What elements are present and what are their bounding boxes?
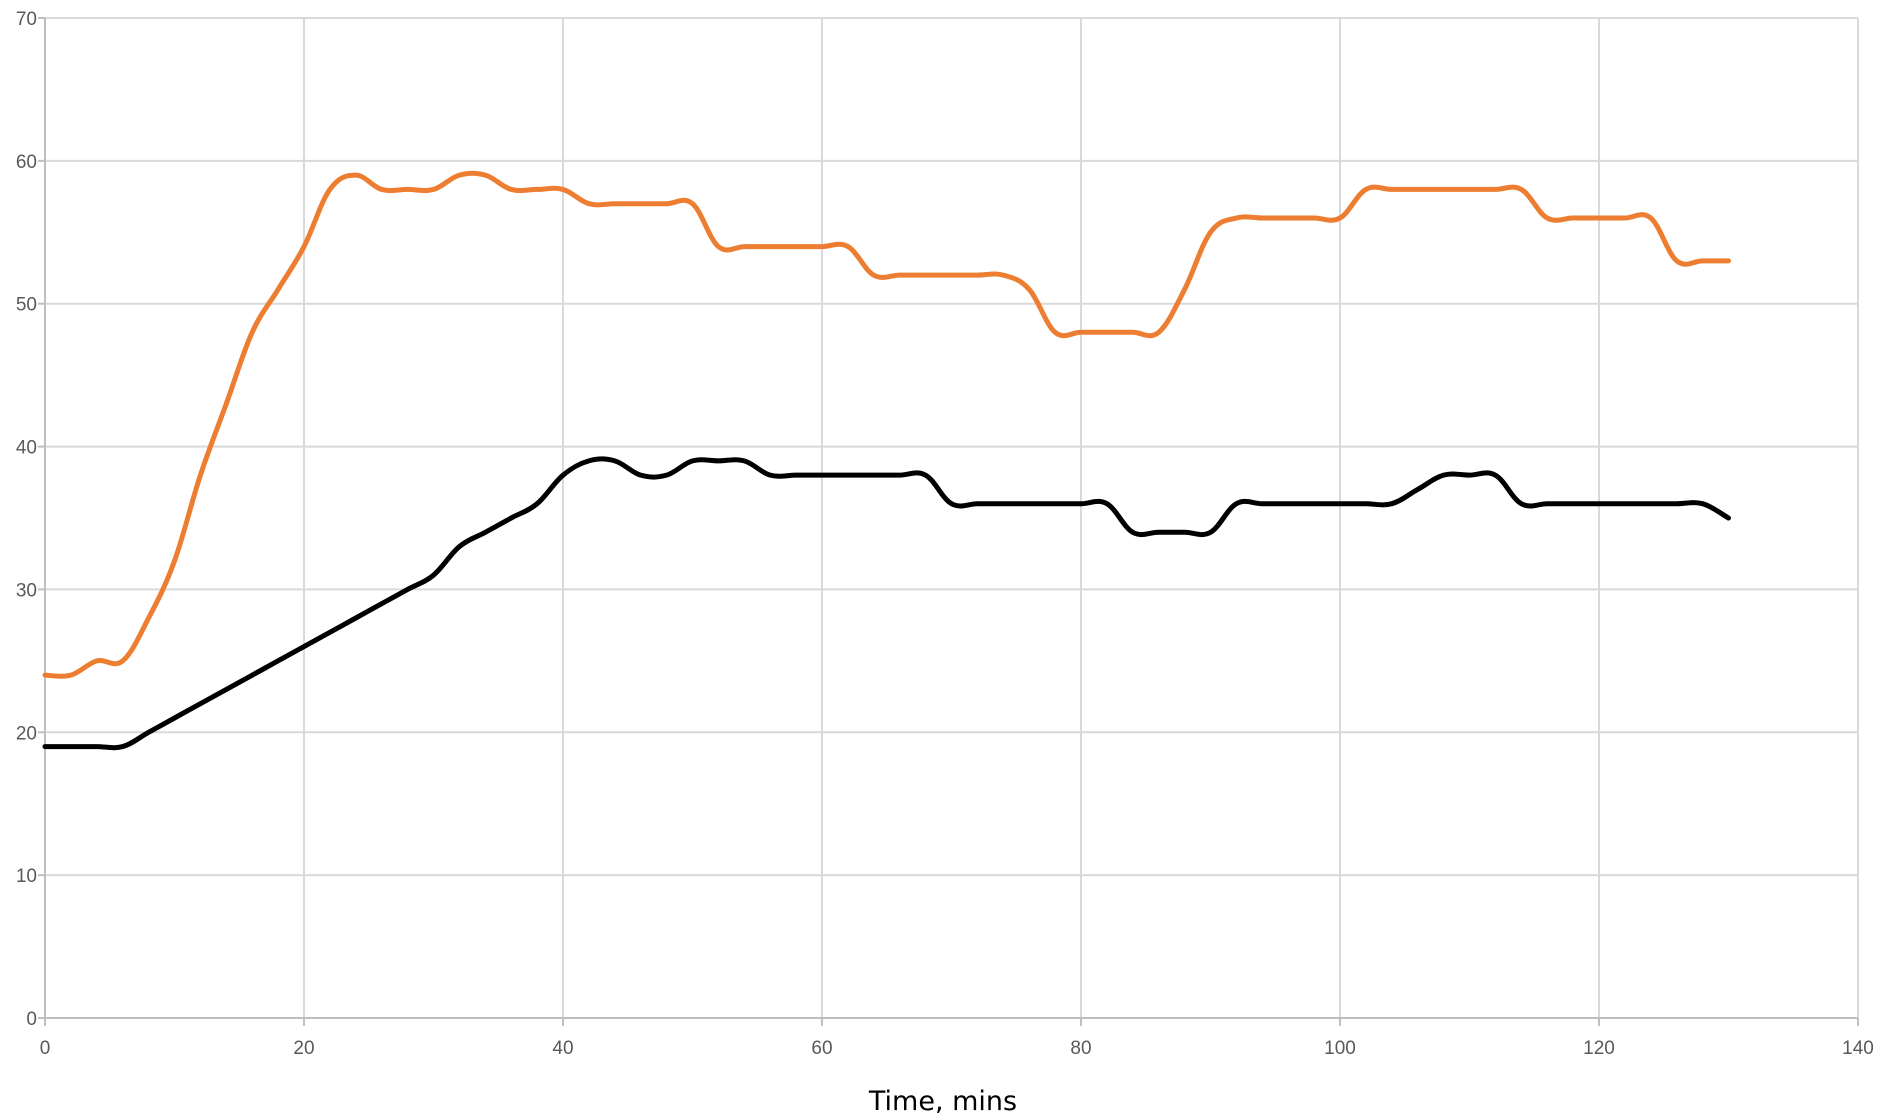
- x-tick-label: 20: [293, 1038, 314, 1059]
- y-tick-label: 40: [16, 438, 37, 459]
- x-axis-title: Time, mins: [868, 1086, 1017, 1117]
- y-tick-label: 50: [16, 295, 37, 316]
- x-tick-label: 120: [1583, 1038, 1615, 1059]
- axes: [38, 17, 1859, 1026]
- y-tick-label: 0: [26, 1009, 37, 1030]
- series-line-1: [42, 170, 1731, 679]
- x-tick-label: 80: [1070, 1038, 1091, 1059]
- x-tick-label: 140: [1842, 1038, 1874, 1059]
- y-tick-label: 30: [16, 580, 37, 601]
- y-tick-label: 10: [16, 866, 37, 887]
- x-tick-label: 100: [1324, 1038, 1356, 1059]
- y-tick-label: 70: [16, 9, 37, 30]
- x-tick-label: 60: [811, 1038, 832, 1059]
- y-tick-label: 20: [16, 723, 37, 744]
- y-tick-label: 60: [16, 152, 37, 173]
- x-tick-label: 0: [40, 1038, 51, 1059]
- tick-labels: 0 10 20 30 40 50 60 70 0 20 40 60 80 100 120 140: [16, 9, 1874, 1059]
- gridlines: [45, 17, 1859, 1018]
- series-line-2: [42, 456, 1731, 751]
- x-tick-label: 40: [552, 1038, 573, 1059]
- data-series: [42, 170, 1731, 751]
